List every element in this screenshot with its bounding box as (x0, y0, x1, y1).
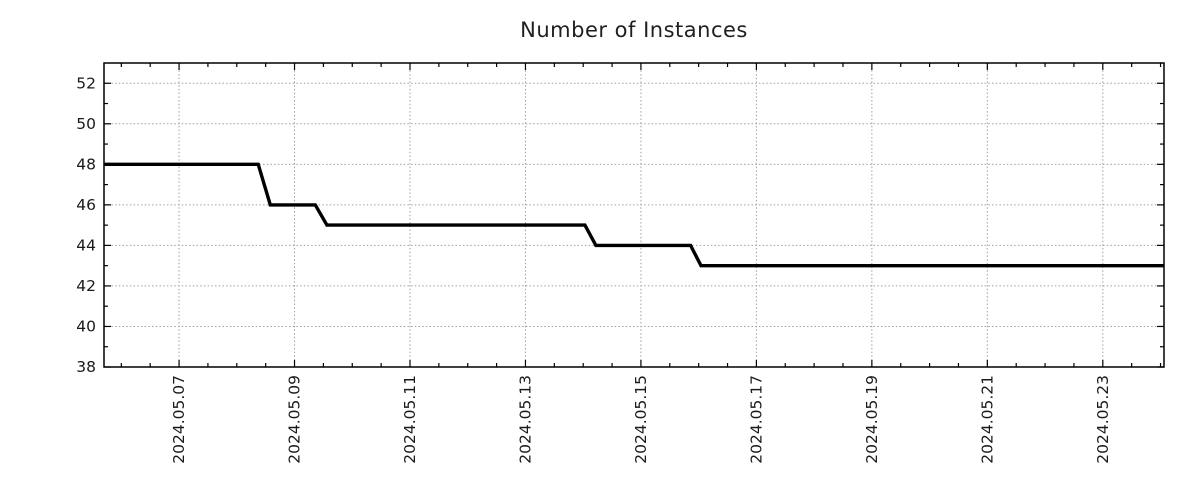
x-tick-label: 2024.05.19 (863, 375, 881, 464)
y-tick-label: 52 (76, 74, 96, 92)
x-tick-label: 2024.05.13 (516, 375, 534, 464)
y-tick-label: 46 (76, 196, 96, 214)
y-tick-label: 40 (76, 317, 96, 335)
y-tick-label: 48 (76, 155, 96, 173)
x-tick-label: 2024.05.15 (632, 375, 650, 464)
x-tick-label: 2024.05.09 (286, 375, 304, 464)
y-tick-label: 50 (76, 115, 96, 133)
series-layer (104, 162, 1164, 268)
x-tick-label: 2024.05.23 (1094, 375, 1112, 464)
x-tick-label: 2024.05.11 (401, 375, 419, 464)
chart-title: Number of Instances (520, 18, 748, 42)
plot-frame (103, 62, 1165, 368)
x-tick-label: 2024.05.17 (747, 375, 765, 464)
y-tick-label: 44 (76, 236, 96, 254)
grid-layer (104, 63, 1164, 367)
x-tick-label: 2024.05.07 (170, 375, 188, 464)
x-tick-label: 2024.05.21 (978, 375, 996, 464)
y-tick-label: 42 (76, 277, 96, 295)
y-tick-label: 38 (76, 358, 96, 376)
tick-layer (104, 63, 1164, 368)
label-layer: 38 40 42 44 46 48 50 52 2024.05.07 2024.05.09 2024… (76, 74, 1112, 463)
series-line (104, 162, 1164, 268)
